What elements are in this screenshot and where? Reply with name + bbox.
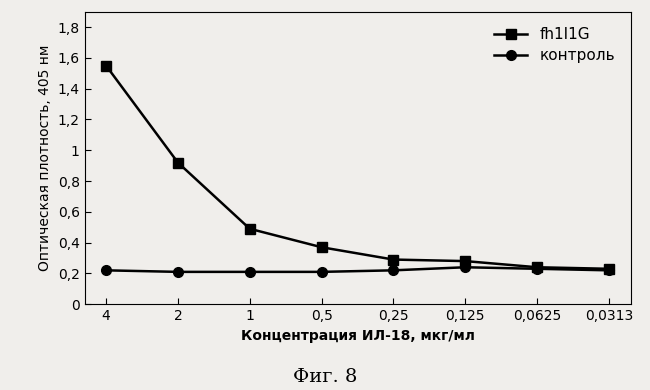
fh1I1G	[102, 63, 110, 68]
Line: fh1I1G: fh1I1G	[101, 61, 614, 274]
fh1I1G	[533, 265, 541, 269]
Line: контроль: контроль	[101, 262, 614, 277]
Y-axis label: Оптическая плотность, 405 нм: Оптическая плотность, 405 нм	[38, 45, 52, 271]
fh1I1G	[246, 227, 254, 231]
fh1I1G	[318, 245, 326, 250]
Legend: fh1I1G, контроль: fh1I1G, контроль	[486, 20, 623, 71]
контроль	[533, 266, 541, 271]
контроль	[389, 268, 397, 273]
контроль	[246, 269, 254, 274]
контроль	[102, 268, 110, 273]
X-axis label: Концентрация ИЛ-18, мкг/мл: Концентрация ИЛ-18, мкг/мл	[240, 329, 474, 343]
контроль	[174, 269, 182, 274]
fh1I1G	[605, 266, 613, 271]
Text: Фиг. 8: Фиг. 8	[292, 368, 358, 386]
контроль	[462, 265, 469, 269]
контроль	[318, 269, 326, 274]
контроль	[605, 268, 613, 273]
fh1I1G	[462, 259, 469, 263]
fh1I1G	[389, 257, 397, 262]
fh1I1G	[174, 160, 182, 165]
